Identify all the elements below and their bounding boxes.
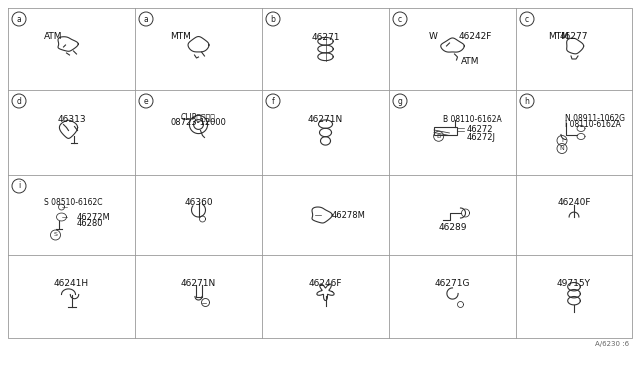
Text: 08723-12000: 08723-12000 [171,118,227,126]
Text: I 08110-6162A: I 08110-6162A [565,120,621,129]
Text: a: a [143,15,148,23]
Text: g: g [397,96,403,106]
Text: f: f [271,96,275,106]
Text: CLIPクリップ: CLIPクリップ [181,112,216,121]
Text: I: I [561,138,563,143]
Text: 46271N: 46271N [181,279,216,288]
Text: i: i [18,182,20,190]
Bar [434,126,457,135]
Text: 46272J: 46272J [467,133,495,142]
Text: 49715Y: 49715Y [557,279,591,288]
Text: W: W [428,32,437,41]
Text: c: c [398,15,402,23]
Text: 46246F: 46246F [308,279,342,288]
Text: S: S [54,232,58,237]
Text: ATM: ATM [461,57,479,66]
Text: 46242F: 46242F [459,32,492,41]
Text: c: c [525,15,529,23]
Text: 46272M: 46272M [77,213,110,222]
Text: 46360: 46360 [184,198,213,207]
Text: a: a [17,15,21,23]
Text: S 08510-6162C: S 08510-6162C [44,198,102,207]
Text: 46271G: 46271G [435,279,470,288]
Text: 46277: 46277 [560,32,588,41]
Text: b: b [271,15,275,23]
Text: ATM: ATM [44,32,62,41]
Text: 46241H: 46241H [54,279,89,288]
Text: N 08911-1062G: N 08911-1062G [565,114,625,123]
Text: B: B [436,134,441,139]
Text: d: d [17,96,21,106]
Text: 46272: 46272 [467,125,493,134]
Text: h: h [525,96,529,106]
Text: N: N [559,146,564,151]
Text: MTM: MTM [548,32,570,41]
Text: 46313: 46313 [57,115,86,124]
Text: MTM: MTM [170,32,191,41]
Text: B 08110-6162A: B 08110-6162A [443,115,502,124]
Text: e: e [144,96,148,106]
Text: 46289: 46289 [438,223,467,232]
Text: A/6230 :6: A/6230 :6 [595,341,629,347]
Text: 46271: 46271 [311,33,340,42]
Text: 46240F: 46240F [557,198,591,207]
Text: 46280: 46280 [77,219,103,228]
Text: 46278M: 46278M [332,211,365,219]
Text: 46271N: 46271N [308,115,343,124]
